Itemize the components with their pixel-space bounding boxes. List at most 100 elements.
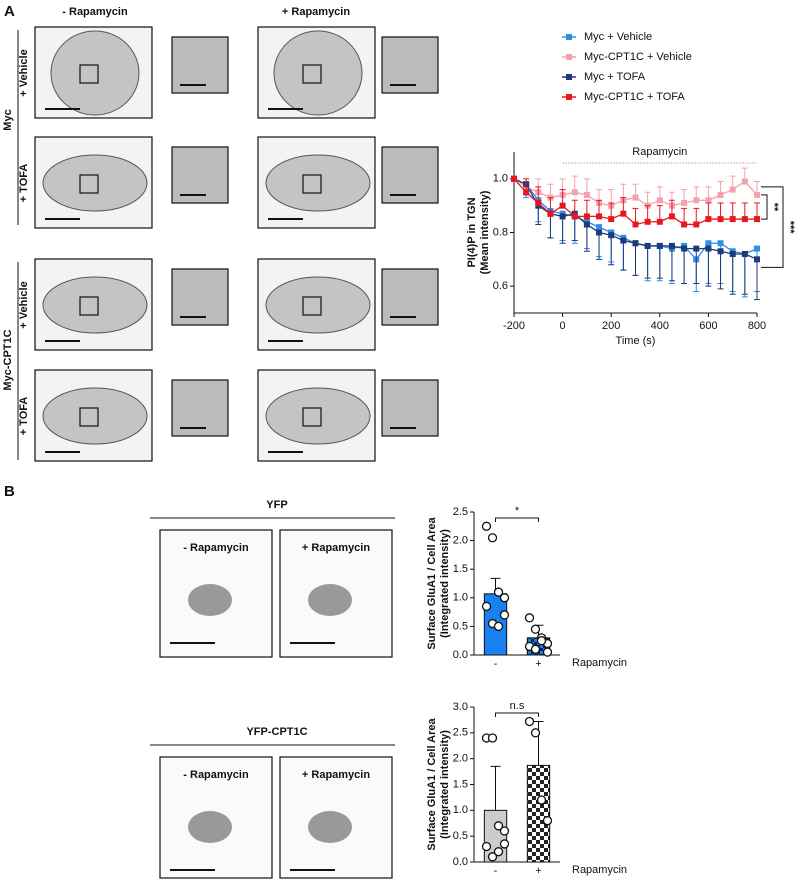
y-axis-label: Surface GluA1 / Cell Area <box>426 516 438 649</box>
image-label: - Rapamycin <box>183 542 249 554</box>
inset <box>381 268 439 326</box>
marker <box>717 191 724 198</box>
y-tick-label: 1.0 <box>453 592 468 604</box>
marker <box>608 216 615 223</box>
roi <box>79 296 99 316</box>
roi <box>79 407 99 427</box>
cell <box>265 154 371 212</box>
error-bar <box>533 720 544 766</box>
x-tick-label: -200 <box>503 320 525 332</box>
cell <box>42 154 148 212</box>
error-bar <box>490 765 501 811</box>
y-axis-label: (Integrated intensity) <box>439 730 451 839</box>
marker <box>729 216 736 223</box>
marker <box>559 213 566 220</box>
x-tick-label: + <box>535 865 541 877</box>
marker <box>668 242 675 249</box>
y-tick-label: 0.0 <box>453 856 468 868</box>
error-bar <box>559 216 566 244</box>
data-point <box>487 533 498 543</box>
bracket <box>495 517 539 522</box>
marker <box>644 242 651 249</box>
data-point <box>542 647 553 657</box>
y-tick-label: 2.5 <box>453 727 468 739</box>
annotation: Rapamycin <box>632 146 687 158</box>
marker <box>693 197 700 204</box>
row-label: + TOFA <box>18 164 30 203</box>
marker <box>681 199 688 206</box>
legend-marker <box>566 34 572 40</box>
y-tick-label: 1.5 <box>453 778 468 790</box>
marker <box>693 221 700 228</box>
data-point <box>536 636 547 646</box>
error-bar <box>668 245 675 282</box>
bracket <box>761 186 784 268</box>
bracket <box>761 194 768 220</box>
row-label: + TOFA <box>18 397 30 436</box>
inset <box>381 36 439 94</box>
group-label: YFP <box>266 499 287 511</box>
cell <box>50 30 140 116</box>
roi <box>302 64 322 84</box>
marker <box>571 213 578 220</box>
bar <box>526 764 551 863</box>
marker <box>596 224 603 231</box>
data-point <box>481 521 492 531</box>
x-axis-label: Time (s) <box>616 335 656 347</box>
data-point <box>530 624 541 634</box>
cell <box>308 811 352 843</box>
marker <box>681 245 688 252</box>
y-tick-label: 3.0 <box>453 701 468 713</box>
marker <box>681 221 688 228</box>
data-point <box>493 821 504 831</box>
x-tick-label: 0 <box>560 320 566 332</box>
y-tick-label: 0.0 <box>453 649 468 661</box>
data-point <box>542 816 553 826</box>
inset <box>171 268 229 326</box>
marker <box>608 232 615 239</box>
annotation: *** <box>784 221 796 235</box>
y-axis-label: (Integrated intensity) <box>439 529 451 638</box>
data-point <box>493 847 504 857</box>
bracket <box>495 712 539 717</box>
legend-label: Myc-CPT1C + Vehicle <box>584 51 692 63</box>
data-point <box>481 841 492 852</box>
inset <box>381 379 439 437</box>
marker <box>717 240 724 247</box>
group-label: Myc-CPT1C <box>2 329 14 390</box>
data-point <box>524 613 535 623</box>
error-bar <box>681 248 688 284</box>
marker <box>644 218 651 225</box>
annotation: * <box>515 505 520 517</box>
marker <box>511 175 517 182</box>
y-tick-label: 2.5 <box>453 506 468 518</box>
x-tick-label: 200 <box>602 320 620 332</box>
roi <box>79 174 99 194</box>
marker <box>705 240 712 247</box>
row-label: + Vehicle <box>18 281 30 328</box>
data-point <box>524 716 535 727</box>
group-label: Myc <box>2 109 14 130</box>
legend-marker <box>566 54 572 60</box>
inset <box>171 146 229 204</box>
x-tick-label: + <box>535 658 541 670</box>
y-tick-label: 2.0 <box>453 535 468 547</box>
y-axis-label: (Mean intensity) <box>479 190 491 274</box>
marker <box>729 250 736 257</box>
image-label: + Rapamycin <box>302 769 370 781</box>
cell <box>265 276 371 334</box>
error-bar <box>583 224 590 252</box>
group-label: YFP-CPT1C <box>246 726 307 738</box>
error-bar <box>705 248 712 287</box>
annotation: ** <box>768 203 780 212</box>
data-point <box>487 733 498 743</box>
marker <box>705 197 712 204</box>
marker <box>741 216 748 223</box>
marker <box>754 245 760 252</box>
marker <box>693 245 700 252</box>
marker <box>741 178 748 185</box>
marker <box>754 216 760 223</box>
roi <box>79 64 99 84</box>
error-bar <box>741 253 748 295</box>
marker <box>632 194 639 201</box>
